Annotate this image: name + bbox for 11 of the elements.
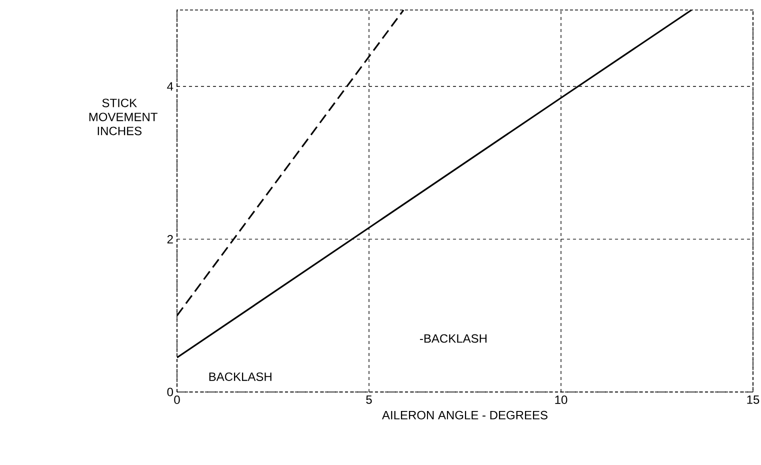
y-axis-title: STICK MOVEMENT INCHES (89, 98, 158, 136)
y-tick-label: 0 (167, 388, 174, 396)
x-tick-label: 10 (555, 396, 568, 404)
x-axis-title: AILERON ANGLE - DEGREES (382, 410, 548, 420)
y-tick-label: 4 (167, 82, 174, 91)
annotation: -BACKLASH (420, 334, 487, 343)
x-tick-label: 15 (747, 396, 760, 404)
y-tick-label: 2 (167, 235, 173, 244)
annotation: BACKLASH (209, 372, 272, 381)
x-tick-label: 5 (366, 396, 372, 404)
x-tick-label: 0 (174, 396, 180, 404)
